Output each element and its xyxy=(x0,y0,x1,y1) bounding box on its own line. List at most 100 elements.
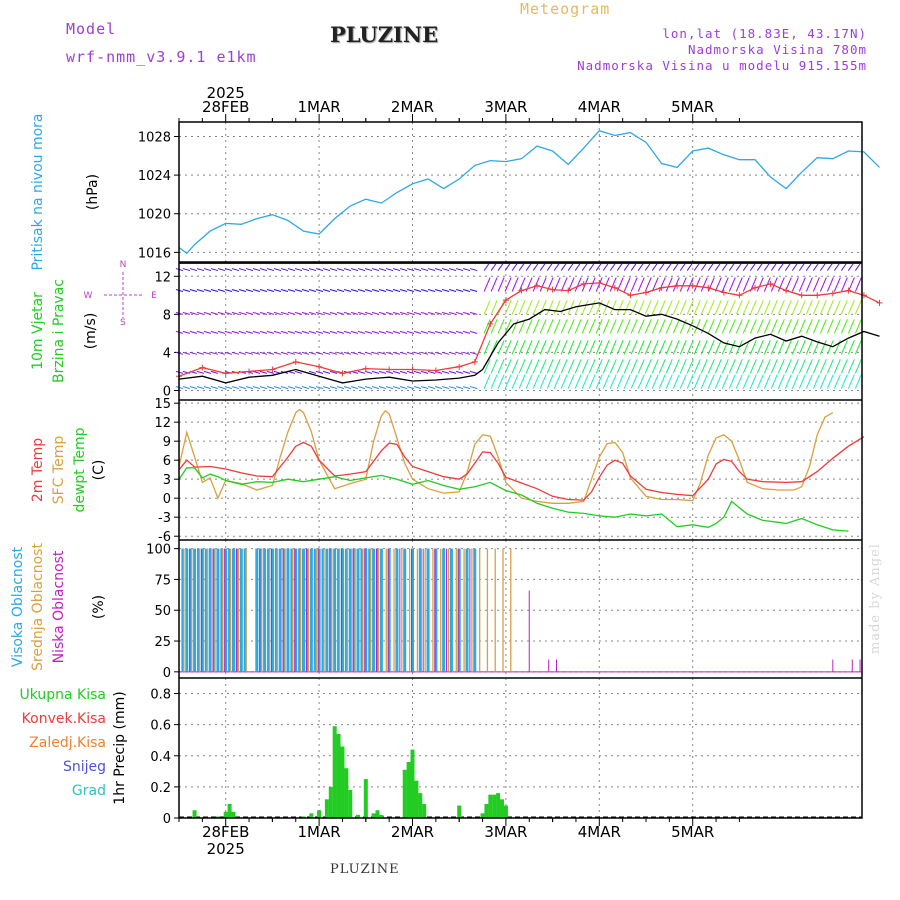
wind-barb xyxy=(546,319,554,334)
wind-barb xyxy=(217,351,226,355)
high-cloud-bar xyxy=(294,548,298,672)
wind-barb xyxy=(700,300,708,315)
wind-barb xyxy=(791,359,799,374)
wind-barb xyxy=(434,330,443,334)
precip-bar xyxy=(422,804,427,818)
wind-barb xyxy=(504,374,512,389)
wind-barb xyxy=(392,351,401,355)
wind-barb xyxy=(756,300,764,315)
wind-gust-marker xyxy=(534,282,541,289)
wind-barb xyxy=(770,374,778,389)
model-label: Model xyxy=(66,20,117,38)
wind-barb xyxy=(364,330,373,334)
wind-barb xyxy=(784,374,792,389)
wind-barb xyxy=(798,359,806,374)
wind-gust-marker xyxy=(814,292,821,299)
wind-barb xyxy=(343,330,352,334)
wind-barb xyxy=(602,319,610,334)
wind-barb xyxy=(238,386,247,390)
wind-barb xyxy=(525,319,533,334)
wind-barb xyxy=(644,359,652,374)
wind-speed-line xyxy=(178,302,880,384)
wind-barb xyxy=(322,351,331,355)
wind-barb xyxy=(728,359,736,374)
wind-barb xyxy=(343,386,352,390)
wind-barb xyxy=(616,340,624,355)
wind-barb xyxy=(763,300,771,315)
wind-barb xyxy=(217,330,226,334)
wind-barb xyxy=(315,289,324,292)
wind-barb xyxy=(427,311,436,315)
wind-barb xyxy=(469,370,478,374)
wind-barb xyxy=(448,330,457,334)
high-cloud-bar xyxy=(329,548,333,672)
wind-barb xyxy=(749,374,757,389)
wind-barb xyxy=(693,277,701,292)
wind-barb xyxy=(434,289,443,292)
wind-barb xyxy=(658,277,666,292)
wind-barb xyxy=(287,289,296,292)
wind-barb xyxy=(392,289,401,292)
wind-barb xyxy=(196,311,205,315)
wind-barb xyxy=(539,374,547,389)
wind-barb xyxy=(581,300,589,315)
wind-barb xyxy=(196,289,205,292)
wind-barb xyxy=(714,340,722,355)
wind-barb xyxy=(658,340,666,355)
wind-barb xyxy=(357,268,366,272)
wind-gust-marker xyxy=(199,364,206,371)
wind-barb xyxy=(609,340,617,355)
wind-barb xyxy=(644,277,652,292)
mid-cloud-label: Srednja Oblacnost xyxy=(30,543,46,671)
wind-barb xyxy=(371,289,380,292)
high-cloud-bar xyxy=(290,548,294,672)
wind-barb xyxy=(658,319,666,334)
wind-barb xyxy=(350,268,359,272)
wind-barb xyxy=(462,330,471,334)
high-cloud-bar xyxy=(274,548,278,672)
wind-barb xyxy=(413,330,422,334)
wind-barb xyxy=(336,289,345,292)
precip-bar xyxy=(480,813,485,818)
wind-barb xyxy=(245,289,254,292)
wind-barb xyxy=(329,370,338,374)
wind-barb xyxy=(252,268,261,272)
wind-barb xyxy=(343,311,352,315)
wind-barb xyxy=(371,330,380,334)
wind-barb xyxy=(714,359,722,374)
wind-barb xyxy=(364,289,373,292)
wind-barb xyxy=(721,340,729,355)
wind-gust-marker xyxy=(518,287,525,294)
wind-barb xyxy=(812,319,820,334)
wind-barb xyxy=(217,311,226,315)
wind-barb xyxy=(679,319,687,334)
wind-barb xyxy=(602,340,610,355)
wind-barb xyxy=(399,370,408,374)
y-tick-label: 0 xyxy=(163,384,171,399)
wind-barb xyxy=(392,311,401,315)
wind-barb xyxy=(385,386,394,390)
wind-barb xyxy=(427,289,436,292)
wind-barb xyxy=(735,374,743,389)
wind-barb xyxy=(336,268,345,272)
wind-barb xyxy=(427,330,436,334)
wind-barb xyxy=(721,277,729,292)
wind-barb xyxy=(371,370,380,374)
wind-barb xyxy=(280,386,289,390)
wind-barb xyxy=(525,340,533,355)
wind-barb xyxy=(308,289,317,292)
wind-barb xyxy=(742,277,750,292)
time-label-top: 4MAR xyxy=(578,98,621,116)
wind-gust-marker xyxy=(471,358,478,365)
wind-barb xyxy=(350,311,359,315)
high-cloud-bar xyxy=(282,548,286,672)
model-name: wrf-nmm_v3.9.1 e1km xyxy=(66,48,257,66)
wind-barb xyxy=(525,359,533,374)
wind-barb xyxy=(532,340,540,355)
precip-bar xyxy=(223,811,228,818)
wind-barb xyxy=(567,340,575,355)
wind-barb xyxy=(728,300,736,315)
wind-barb xyxy=(672,374,680,389)
precip-bar xyxy=(227,804,232,818)
wind-barb xyxy=(665,374,673,389)
